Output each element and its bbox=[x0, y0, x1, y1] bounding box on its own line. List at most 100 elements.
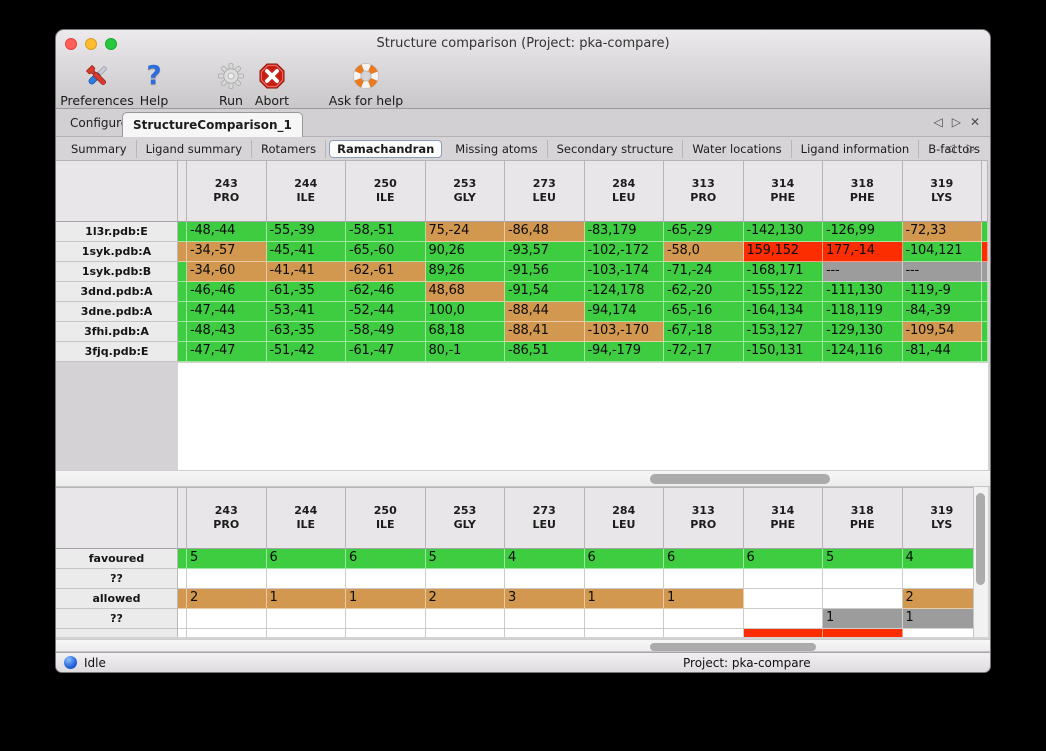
value-cell: -83,179 bbox=[584, 222, 664, 242]
value-cell: -65,-16 bbox=[664, 302, 744, 322]
value-cell: -119,-9 bbox=[902, 282, 982, 302]
residue-number: 319 bbox=[930, 504, 954, 517]
table-header-row: 243 PRO 244 ILE 250 ILE 253 GLY 273 LEU 284 LEU 313 P… bbox=[56, 160, 988, 222]
minimize-window-button[interactable] bbox=[85, 38, 97, 50]
strip-cell bbox=[178, 549, 187, 569]
row-label-cell: ?? bbox=[56, 569, 178, 589]
column-header-cell: 243 PRO bbox=[187, 487, 267, 549]
value-cell bbox=[266, 569, 346, 589]
value-cell: -126,99 bbox=[823, 222, 903, 242]
abort-label: Abort bbox=[254, 93, 290, 108]
residue-name: LEU bbox=[612, 518, 636, 531]
tab-configure[interactable]: Configure bbox=[70, 115, 129, 130]
run-button[interactable]: Run bbox=[209, 60, 253, 108]
gear-icon bbox=[217, 60, 245, 92]
summary-table-vscrollbar[interactable] bbox=[973, 487, 988, 637]
subtab-ramachandran[interactable]: Ramachandran bbox=[329, 139, 443, 158]
value-cell bbox=[664, 569, 744, 589]
value-cell: 4 bbox=[902, 549, 982, 569]
residue-number: 319 bbox=[930, 177, 954, 190]
tab-scroll-left-icon[interactable]: ◁ bbox=[933, 115, 943, 129]
strip-cell bbox=[178, 629, 187, 637]
edge-cell bbox=[982, 282, 988, 302]
table-row: 1syk.pdb:B -34,-60 -41,-41 -62,-61 89,26 -91,… bbox=[56, 262, 988, 282]
residue-number: 243 bbox=[214, 504, 238, 517]
value-cell: 1 bbox=[266, 589, 346, 609]
value-cell: -164,134 bbox=[743, 302, 823, 322]
summary-table-hscrollbar[interactable] bbox=[56, 639, 990, 652]
subtab-water-locations[interactable]: Water locations bbox=[683, 139, 792, 158]
tab-close-icon[interactable]: ✕ bbox=[969, 115, 980, 129]
value-cell: -34,-60 bbox=[187, 262, 267, 282]
value-cell: -109,54 bbox=[902, 322, 982, 342]
ramachandran-residue-table: 243 PRO 244 ILE 250 ILE 253 GLY 273 LEU 284 LEU 313 P… bbox=[56, 160, 988, 362]
value-cell: -62,-61 bbox=[346, 262, 426, 282]
close-window-button[interactable] bbox=[65, 38, 77, 50]
row-label-cell: 1syk.pdb:B bbox=[56, 262, 178, 282]
value-cell: -63,-35 bbox=[266, 322, 346, 342]
subtab-scroll-left-icon[interactable]: ◁ bbox=[945, 141, 955, 155]
value-cell bbox=[664, 609, 744, 629]
summary-table-vscrollbar-thumb[interactable] bbox=[976, 493, 985, 585]
residue-number: 284 bbox=[612, 504, 636, 517]
value-cell: 159,152 bbox=[743, 242, 823, 262]
titlebar[interactable]: Structure comparison (Project: pka-compa… bbox=[56, 30, 990, 58]
subtab-b-factors[interactable]: B-factors bbox=[928, 141, 980, 156]
tab-scroll-right-icon[interactable]: ▷ bbox=[951, 115, 961, 129]
value-cell: -51,-42 bbox=[266, 342, 346, 362]
strip-header-cell bbox=[178, 487, 187, 549]
row-label-cell bbox=[56, 629, 178, 637]
residue-number: 250 bbox=[373, 177, 397, 190]
subtab-scroll-right-icon[interactable]: ▷ bbox=[966, 141, 976, 155]
value-cell: 48,68 bbox=[425, 282, 505, 302]
table-row bbox=[56, 629, 982, 637]
strip-cell bbox=[178, 242, 187, 262]
value-cell: -88,44 bbox=[505, 302, 585, 322]
preferences-button[interactable]: Preferences bbox=[60, 60, 134, 108]
value-cell: --- bbox=[823, 262, 903, 282]
top-table-hscrollbar[interactable] bbox=[56, 470, 990, 487]
residue-name: ILE bbox=[375, 518, 395, 531]
value-cell bbox=[743, 629, 823, 637]
residue-name: LYS bbox=[931, 191, 953, 204]
top-table-hscrollbar-thumb[interactable] bbox=[650, 474, 830, 484]
zoom-window-button[interactable] bbox=[105, 38, 117, 50]
run-label: Run bbox=[219, 93, 243, 108]
edge-cell bbox=[982, 262, 988, 282]
ask-for-help-button[interactable]: Ask for help bbox=[329, 60, 403, 108]
subtab-ligand-information[interactable]: Ligand information bbox=[792, 139, 920, 158]
summary-table-hscrollbar-thumb[interactable] bbox=[650, 643, 816, 651]
strip-header-cell bbox=[178, 160, 187, 222]
edge-cell bbox=[982, 342, 988, 362]
residue-number: 314 bbox=[771, 504, 795, 517]
value-cell: -61,-47 bbox=[346, 342, 426, 362]
strip-cell bbox=[178, 569, 187, 589]
subtab-secondary-structure[interactable]: Secondary structure bbox=[548, 139, 684, 158]
value-cell bbox=[425, 569, 505, 589]
subtab-rotamers[interactable]: Rotamers bbox=[252, 139, 327, 158]
tab-structurecomparison-1[interactable]: StructureComparison_1 bbox=[122, 112, 303, 137]
tools-icon bbox=[82, 60, 112, 92]
value-cell: -34,-57 bbox=[187, 242, 267, 262]
residue-number: 243 bbox=[214, 177, 238, 190]
value-cell: -58,-51 bbox=[346, 222, 426, 242]
residue-name: PRO bbox=[690, 518, 717, 531]
abort-button[interactable]: Abort bbox=[248, 60, 296, 108]
edge-cell bbox=[982, 322, 988, 342]
value-cell bbox=[584, 609, 664, 629]
status-bar: Idle Project: pka-compare bbox=[56, 652, 990, 672]
edge-cell bbox=[982, 222, 988, 242]
subtab-ligand-summary[interactable]: Ligand summary bbox=[137, 139, 253, 158]
value-cell: -72,-17 bbox=[664, 342, 744, 362]
column-header-cell: 314 PHE bbox=[743, 487, 823, 549]
subtab-summary[interactable]: Summary bbox=[62, 139, 137, 158]
column-header-cell: 313 PRO bbox=[664, 487, 744, 549]
help-button[interactable]: ? Help bbox=[133, 60, 175, 108]
value-cell: -94,-179 bbox=[584, 342, 664, 362]
value-cell bbox=[425, 629, 505, 637]
value-cell: 1 bbox=[346, 589, 426, 609]
subtab-missing-atoms[interactable]: Missing atoms bbox=[446, 139, 548, 158]
value-cell bbox=[743, 589, 823, 609]
table-row: 3fhi.pdb:A -48,-43 -63,-35 -58,-49 68,18 -88,… bbox=[56, 322, 988, 342]
value-cell: 2 bbox=[902, 589, 982, 609]
